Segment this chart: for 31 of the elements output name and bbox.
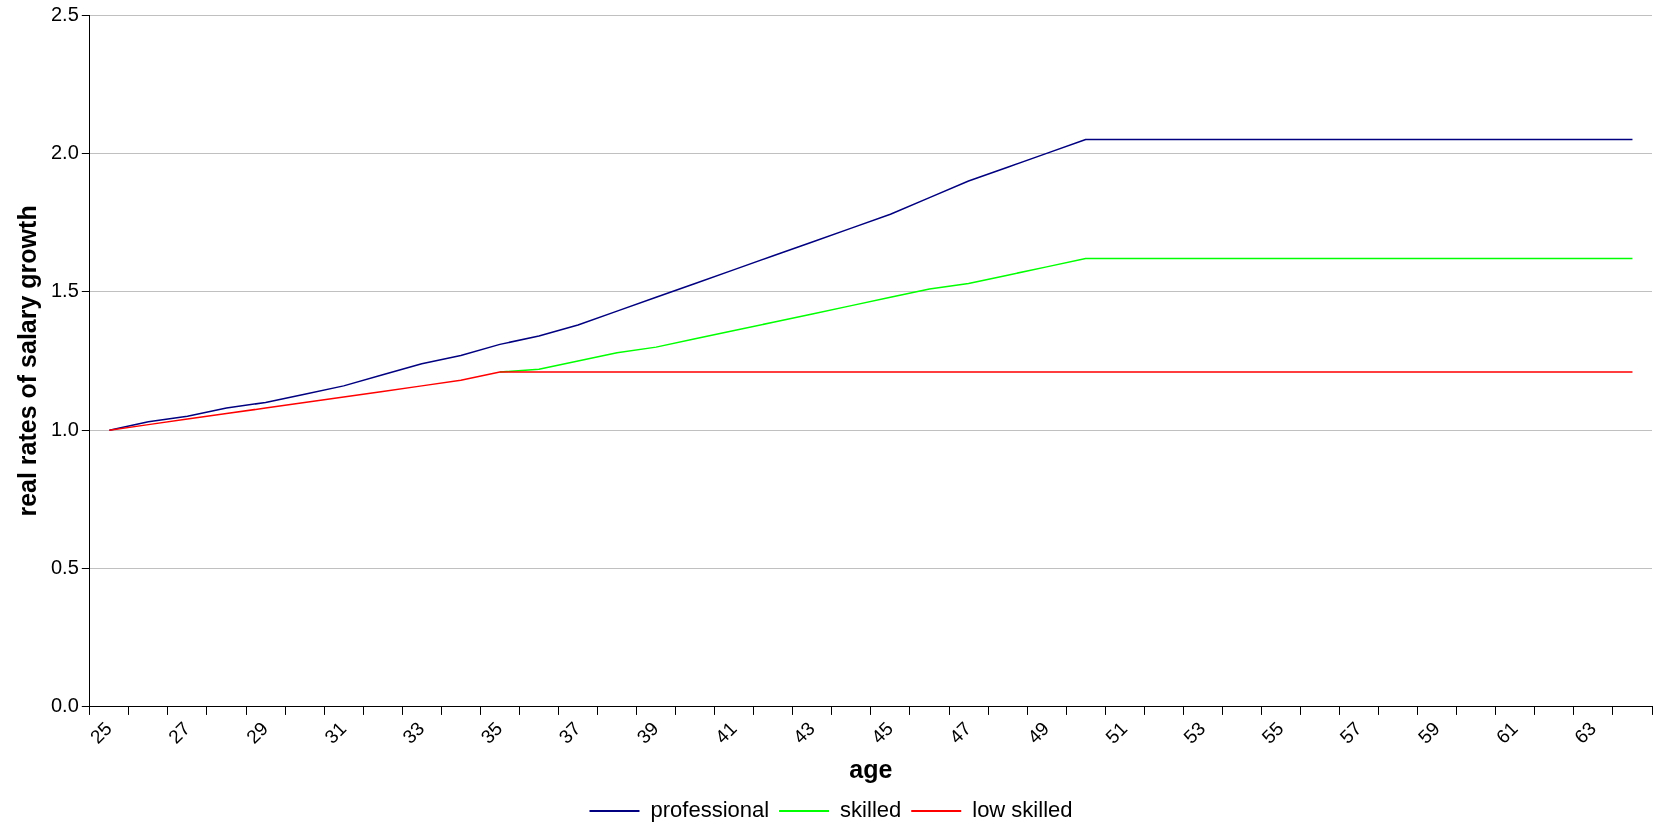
y-tick-label: 1.5 — [50, 279, 79, 302]
x-tick-label: 59 — [1413, 717, 1444, 748]
x-tick-label: 53 — [1179, 717, 1210, 748]
y-tick-label: 1.0 — [50, 417, 79, 440]
x-tick-label: 29 — [242, 717, 273, 748]
x-tick-label: 47 — [945, 717, 976, 748]
y-axis-title: real rates of salary growth — [12, 205, 41, 517]
x-axis-title: age — [849, 754, 893, 783]
x-tick-label: 61 — [1492, 717, 1522, 748]
legend-label: skilled — [840, 797, 902, 823]
x-tick-label: 55 — [1257, 717, 1288, 748]
x-tick-label: 33 — [398, 717, 429, 748]
x-tick-label: 35 — [476, 717, 507, 748]
x-tick-label: 49 — [1023, 717, 1054, 748]
x-tick-label: 63 — [1570, 717, 1600, 748]
x-tick-label: 45 — [867, 717, 897, 748]
legend-label: professional — [650, 797, 770, 823]
x-tick-label: 27 — [164, 717, 194, 748]
x-tick-label: 37 — [554, 717, 585, 748]
y-tick-label: 2.0 — [50, 140, 79, 163]
x-tick-label: 57 — [1335, 717, 1366, 748]
legend-label: low skilled — [972, 797, 1073, 823]
y-tick-label: 0.0 — [50, 694, 79, 717]
y-tick-label: 0.5 — [50, 556, 79, 579]
x-tick-label: 31 — [320, 717, 351, 748]
x-tick-label: 25 — [86, 717, 116, 748]
x-tick-label: 51 — [1101, 717, 1132, 748]
y-tick-label: 2.5 — [50, 2, 79, 25]
x-tick-label: 39 — [632, 717, 663, 748]
x-tick-label: 41 — [710, 717, 741, 748]
x-tick-label: 43 — [789, 717, 819, 748]
